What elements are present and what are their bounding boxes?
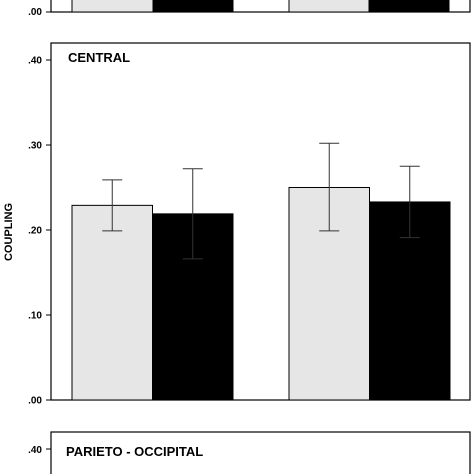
bottom-panel-frame (50, 431, 471, 474)
bottom-panel-title: PARIETO - OCCIPITAL (66, 444, 203, 459)
top-bar-light-1 (71, 0, 154, 13)
y-tick-label: .20 (28, 226, 42, 237)
top-tick-label: .00 (28, 7, 42, 18)
y-tick-label: .30 (28, 141, 42, 152)
central-panel: CENTRAL .00 .10 .20 .30 .40 COUPLING (3, 42, 471, 407)
y-tick-label: .00 (28, 396, 42, 407)
bar-series1-group1 (71, 204, 153, 401)
y-axis-label: COUPLING (3, 203, 15, 261)
central-panel-title: CENTRAL (68, 50, 130, 65)
y-tick-label: .40 (28, 56, 42, 67)
top-bar-dark-2 (368, 0, 450, 13)
y-tick-label: .10 (28, 311, 42, 322)
top-panel: .00 (28, 0, 471, 18)
top-bar-dark-1 (152, 0, 234, 13)
bottom-panel: PARIETO - OCCIPITAL .40 (28, 431, 471, 474)
central-panel-frame (50, 42, 471, 401)
bottom-tick-label: .40 (28, 445, 42, 456)
top-panel-frame (50, 0, 471, 13)
top-bar-light-2 (288, 0, 370, 13)
